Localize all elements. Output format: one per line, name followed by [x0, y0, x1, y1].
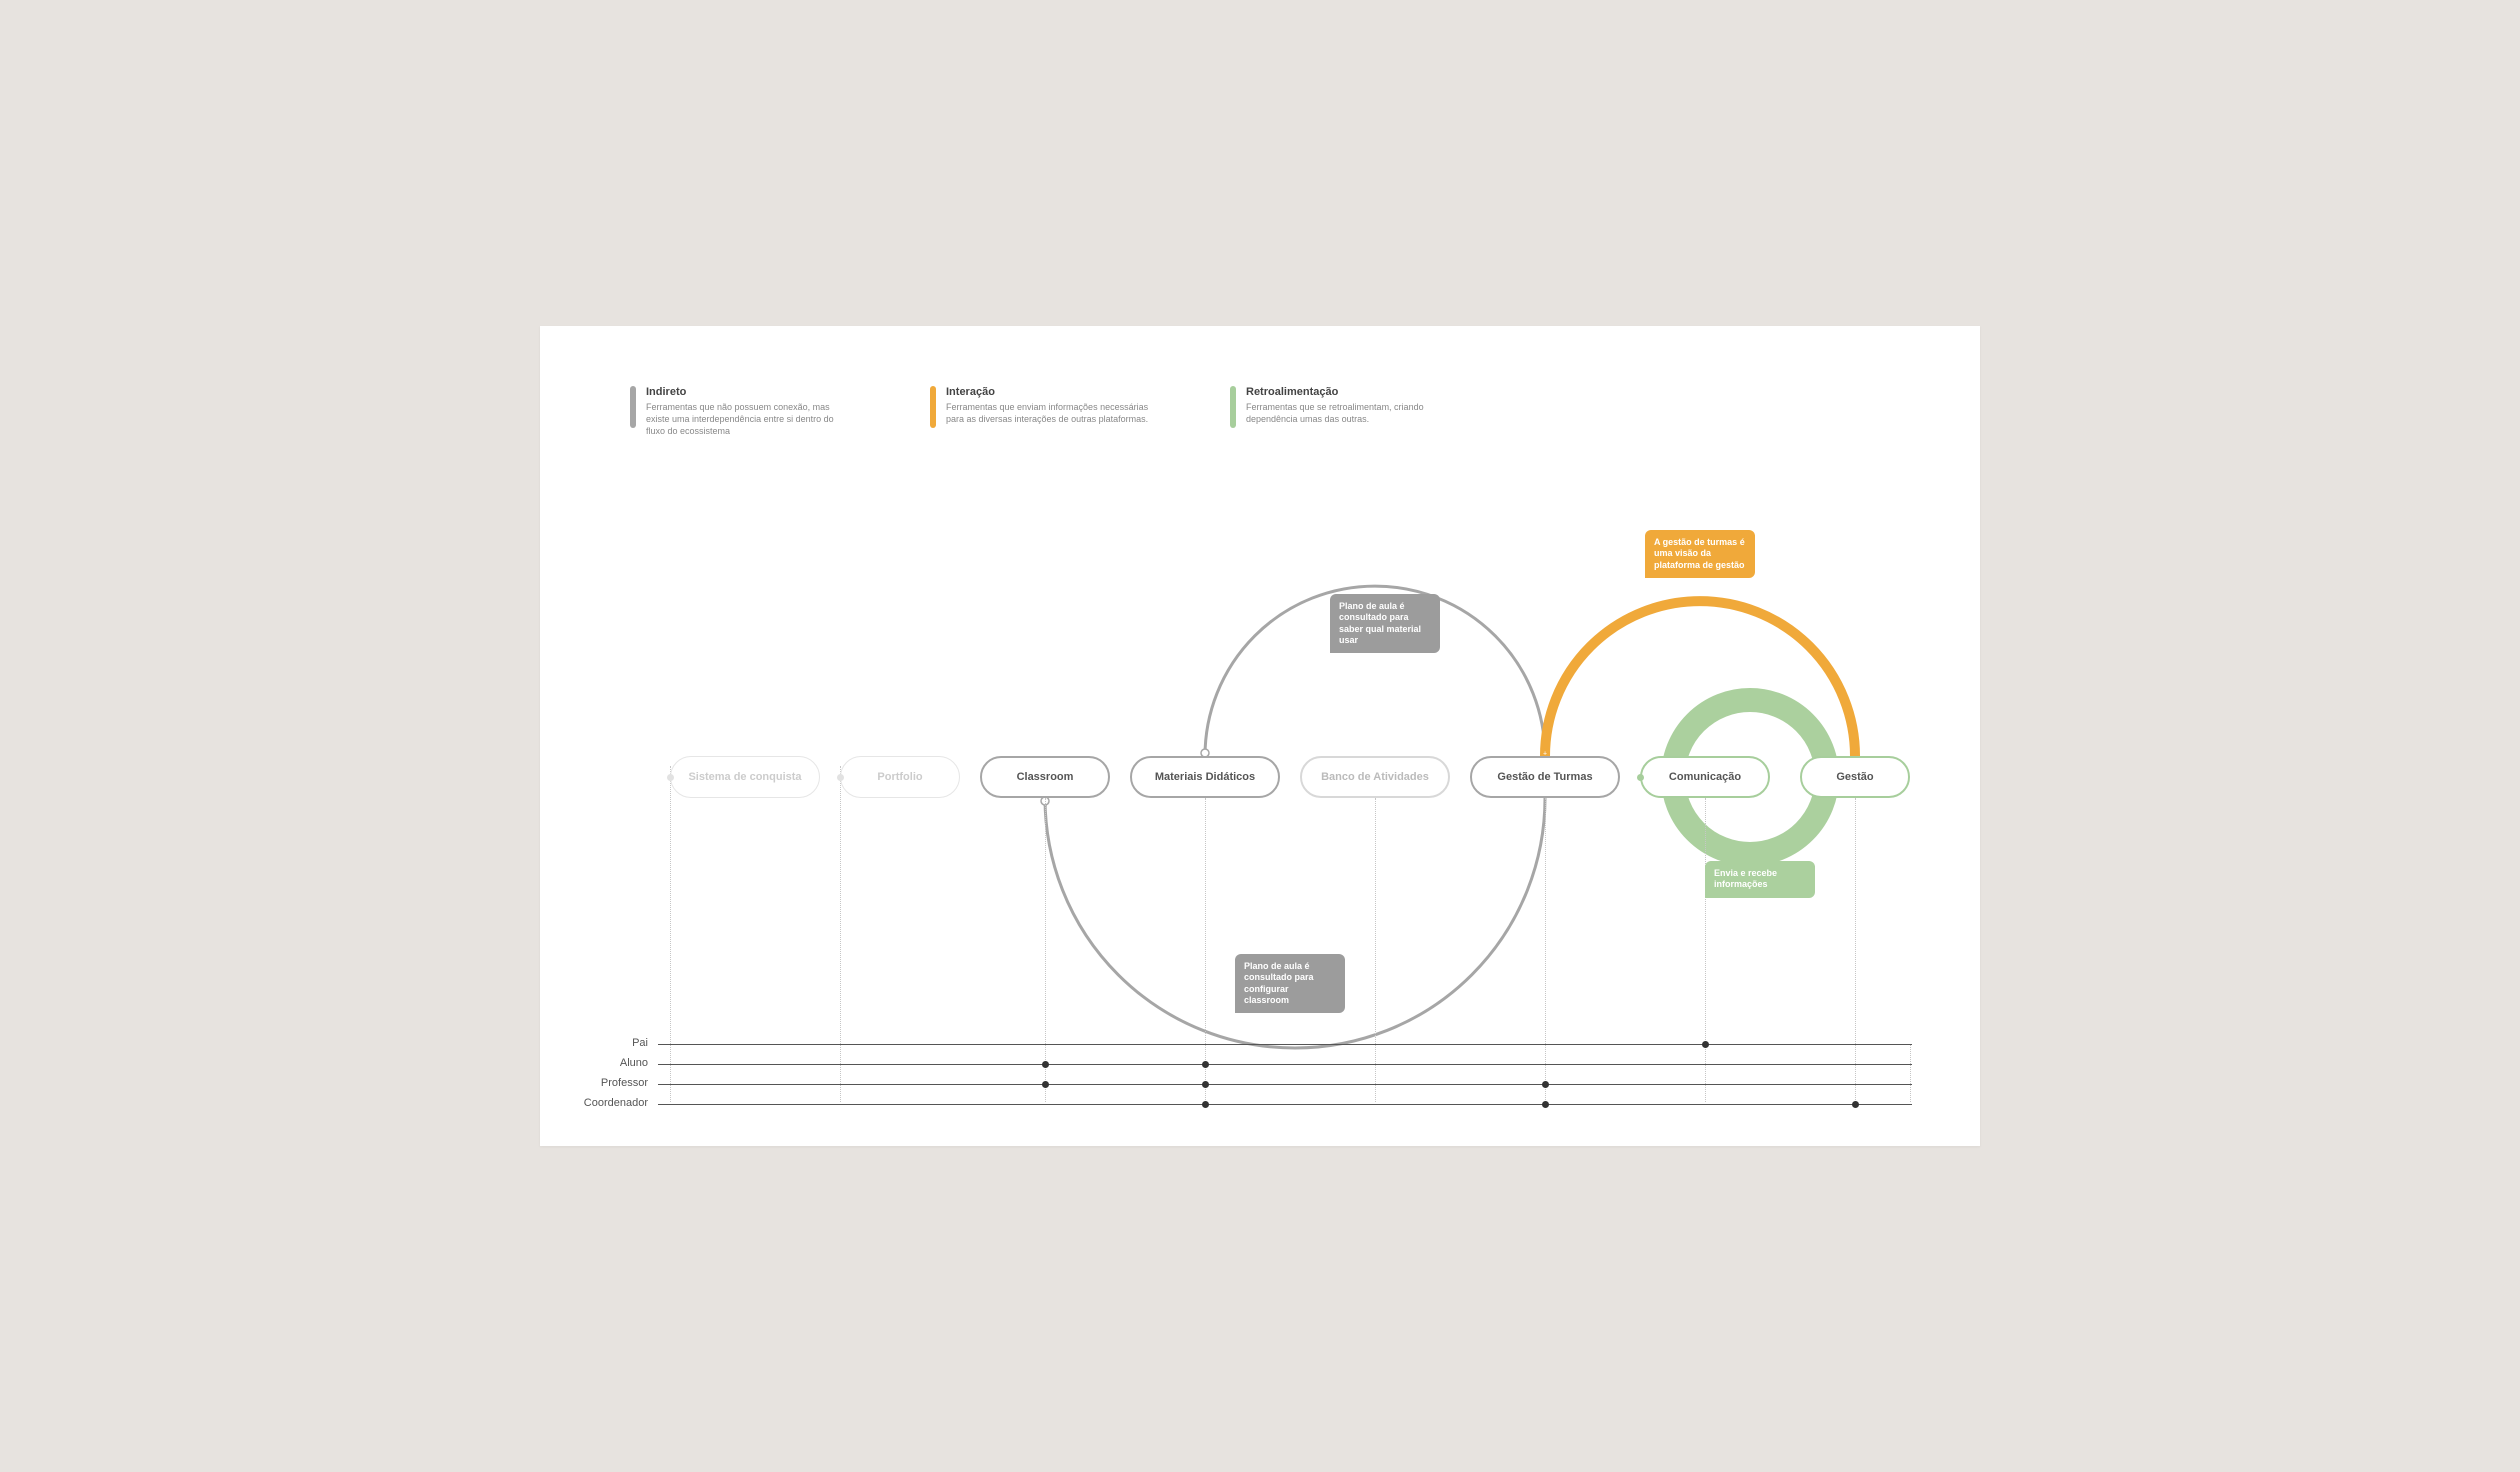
role-dot [1202, 1081, 1209, 1088]
legend-title: Indireto [646, 386, 850, 398]
role-line [658, 1044, 1912, 1045]
node-classroom: Classroom [980, 756, 1110, 798]
node-dot [837, 774, 844, 781]
node-comunic: Comunicação [1640, 756, 1770, 798]
role-dot [1042, 1061, 1049, 1068]
legend-bar-interacao [930, 386, 936, 428]
legend-indireto: Indireto Ferramentas que não possuem con… [630, 386, 850, 437]
node-conquista: Sistema de conquista [670, 756, 820, 798]
vertical-guide [1375, 798, 1376, 1102]
vertical-guide [1205, 798, 1206, 1102]
role-dot [1042, 1081, 1049, 1088]
vertical-guide [840, 766, 841, 1102]
legend-bar-indireto [630, 386, 636, 428]
node-portfolio: Portfolio [840, 756, 960, 798]
role-line [658, 1064, 1912, 1065]
arc-layer: + [540, 326, 1980, 1146]
vertical-guide [670, 766, 671, 1102]
role-label-pai: Pai [558, 1037, 648, 1049]
node-dot [667, 774, 674, 781]
legend-desc: Ferramentas que não possuem conexão, mas… [646, 401, 850, 437]
role-dot [1202, 1061, 1209, 1068]
legend-interacao: Interação Ferramentas que enviam informa… [930, 386, 1150, 437]
role-line [658, 1104, 1912, 1105]
node-dot [1637, 774, 1644, 781]
role-dot [1202, 1101, 1209, 1108]
node-gestao: Gestão [1800, 756, 1910, 798]
node-materiais: Materiais Didáticos [1130, 756, 1280, 798]
role-dot [1702, 1041, 1709, 1048]
role-label-professor: Professor [558, 1077, 648, 1089]
vertical-guide [1045, 798, 1046, 1102]
legend-desc: Ferramentas que se retroalimentam, crian… [1246, 401, 1450, 425]
legend-bar-retro [1230, 386, 1236, 428]
vertical-guide [1705, 798, 1706, 1102]
role-dot [1542, 1081, 1549, 1088]
legend-desc: Ferramentas que enviam informações neces… [946, 401, 1150, 425]
node-turmas: Gestão de Turmas [1470, 756, 1620, 798]
callout: Plano de aula é consultado para configur… [1235, 954, 1345, 1013]
callout: Plano de aula é consultado para saber qu… [1330, 594, 1440, 653]
diagram-canvas: Indireto Ferramentas que não possuem con… [540, 326, 1980, 1146]
role-dot [1542, 1101, 1549, 1108]
role-line [658, 1084, 1912, 1085]
legend-title: Interação [946, 386, 1150, 398]
legend-retro: Retroalimentação Ferramentas que se retr… [1230, 386, 1450, 437]
role-dot [1852, 1101, 1859, 1108]
callout: Envia e recebe informações [1705, 861, 1815, 898]
role-label-aluno: Aluno [558, 1057, 648, 1069]
vertical-guide [1855, 798, 1856, 1102]
vertical-guide [1545, 798, 1546, 1102]
role-label-coordenador: Coordenador [558, 1097, 648, 1109]
legend-title: Retroalimentação [1246, 386, 1450, 398]
node-banco: Banco de Atividades [1300, 756, 1450, 798]
callout: A gestão de turmas é uma visão da plataf… [1645, 530, 1755, 578]
legend: Indireto Ferramentas que não possuem con… [630, 386, 1450, 437]
vertical-guide [1910, 1044, 1911, 1102]
